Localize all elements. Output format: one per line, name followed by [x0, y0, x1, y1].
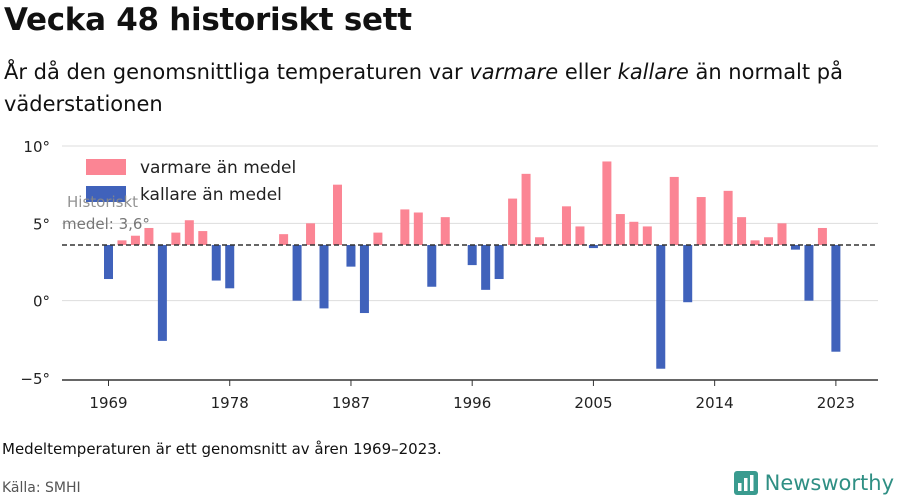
x-tick-label: 2005: [574, 394, 612, 412]
bar-colder-1998: [494, 244, 504, 280]
page-title: Vecka 48 historiskt sett: [4, 2, 412, 38]
bar-colder-1987: [346, 244, 356, 267]
bar-warmer-1982: [279, 234, 289, 245]
newsworthy-logo-icon: [733, 471, 758, 495]
legend-swatch-warm: [86, 159, 126, 175]
bar-warmer-1999: [508, 198, 518, 245]
bar-warmer-1976: [198, 231, 208, 245]
x-tick-label: 1996: [453, 394, 491, 412]
bar-warmer-2022: [817, 227, 827, 245]
bar-colder-2010: [656, 244, 666, 369]
mean-label-line2: medel: 3,6°: [62, 215, 150, 233]
bar-warmer-2019: [777, 223, 787, 245]
bar-warmer-1986: [332, 184, 342, 245]
source-credit: Källa: SMHI: [2, 480, 81, 496]
x-tick-label: 1987: [332, 394, 370, 412]
y-tick-label: 5°: [33, 215, 50, 233]
subtitle-text-1: År då den genomsnittliga temperaturen va…: [4, 60, 470, 84]
x-tick-label: 1969: [89, 394, 127, 412]
bar-warmer-2004: [575, 226, 585, 245]
x-tick-label: 2023: [817, 394, 855, 412]
bar-warmer-2016: [737, 217, 747, 245]
legend: varmare än medel kallare än medel: [86, 158, 296, 205]
bar-warmer-1989: [373, 232, 383, 245]
bar-warmer-2006: [602, 161, 612, 245]
bar-warmer-1970: [117, 240, 127, 245]
y-tick-label: 10°: [23, 138, 50, 156]
bar-colder-2021: [804, 244, 814, 301]
bar-warmer-1994: [440, 217, 450, 245]
legend-label-warm: varmare än medel: [140, 158, 296, 178]
bar-colder-1978: [225, 244, 235, 289]
bar-warmer-1975: [184, 220, 194, 245]
subtitle-text-3: än normalt på väderstationen: [4, 60, 843, 116]
bar-colder-1988: [359, 244, 369, 314]
bar-colder-1983: [292, 244, 302, 301]
mean-label-line1: Historiskt: [67, 193, 138, 211]
page-subtitle: År då den genomsnittliga temperaturen va…: [4, 56, 864, 120]
bar-warmer-1992: [413, 212, 423, 245]
bar-warmer-2003: [561, 206, 571, 245]
bar-warmer-1984: [306, 223, 316, 245]
y-tick-label: −5°: [20, 370, 50, 388]
y-tick-label: 0°: [33, 293, 50, 311]
bar-warmer-2007: [615, 214, 625, 245]
temperature-bar-chart: −5°0°5°10° 1969 1978 1987 1996 2005 2014 2023 …: [20, 138, 878, 412]
x-tick-label: 2014: [696, 394, 734, 412]
subtitle-emphasis-colder: kallare: [617, 60, 689, 84]
bar-warmer-1974: [171, 232, 181, 245]
subtitle-emphasis-warmer: varmare: [469, 60, 559, 84]
bar-warmer-2008: [629, 221, 639, 245]
bar-colder-2012: [683, 244, 693, 303]
bar-warmer-2011: [669, 176, 679, 245]
legend-swatch-cold: [86, 186, 126, 202]
bar-warmer-2001: [535, 237, 545, 245]
bar-warmer-1991: [400, 209, 410, 245]
bars-layer: [104, 161, 841, 369]
bar-colder-2005: [588, 244, 598, 249]
bar-colder-1993: [427, 244, 437, 287]
bar-warmer-1972: [144, 227, 154, 245]
bar-colder-1973: [157, 244, 167, 341]
bar-warmer-2000: [521, 173, 531, 245]
bar-colder-1985: [319, 244, 329, 309]
bar-colder-1996: [467, 244, 477, 266]
bar-colder-2023: [831, 244, 841, 352]
bar-warmer-2018: [764, 237, 774, 245]
bar-warmer-1971: [130, 235, 140, 245]
bar-warmer-2017: [750, 240, 760, 245]
bar-colder-1977: [211, 244, 221, 281]
x-tick-label: 1978: [211, 394, 249, 412]
brand-logo: Newsworthy: [733, 470, 894, 496]
bar-colder-2020: [790, 244, 800, 250]
bar-warmer-2009: [642, 226, 652, 245]
legend-label-cold: kallare än medel: [140, 185, 282, 205]
bar-warmer-2015: [723, 190, 733, 245]
bar-colder-1969: [104, 244, 113, 280]
bar-warmer-2013: [696, 197, 706, 245]
bar-colder-1997: [481, 244, 491, 290]
axis-layer: 1969 1978 1987 1996 2005 2014 2023: [62, 379, 878, 412]
brand-name: Newsworthy: [764, 471, 894, 495]
footnote: Medeltemperaturen är ett genomsnitt av å…: [2, 440, 442, 458]
mean-layer: Historiskt medel: 3,6°: [62, 193, 878, 246]
subtitle-text-2: eller: [558, 60, 618, 84]
